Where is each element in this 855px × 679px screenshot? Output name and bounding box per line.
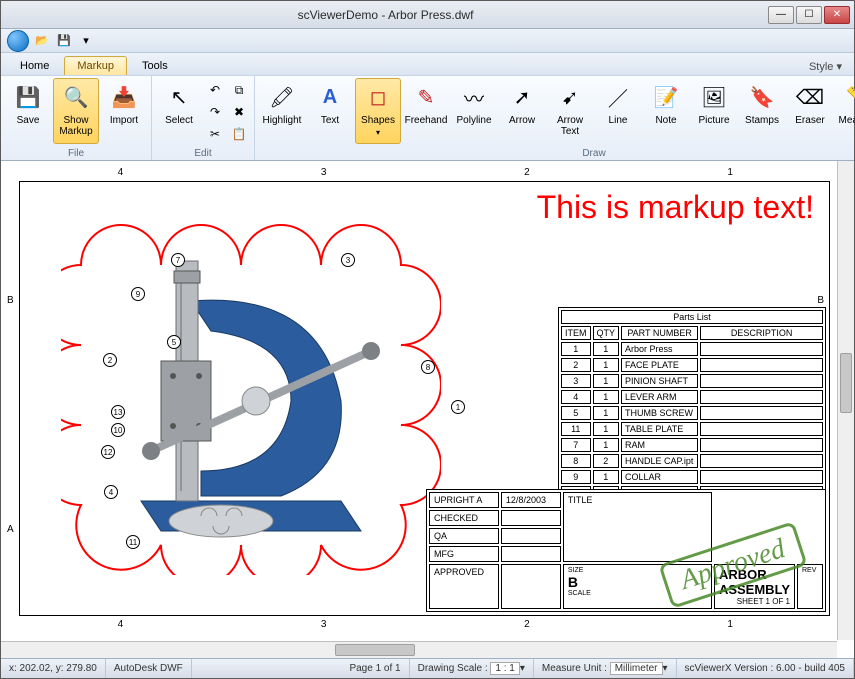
- titlebar: scViewerDemo - Arbor Press.dwf — ☐ ✕: [1, 1, 854, 29]
- shapes-icon: ◻: [362, 81, 394, 113]
- line-icon: ／: [602, 81, 634, 113]
- tab-home[interactable]: Home: [7, 56, 62, 75]
- table-row: 82HANDLE CAP.ipt: [561, 454, 823, 468]
- qat-dropdown-icon[interactable]: ▾: [77, 32, 95, 50]
- callout-2: 2: [103, 353, 117, 367]
- ribbon-tabs: Home Markup Tools Style ▾: [1, 53, 854, 75]
- polyline-icon: 〰: [458, 81, 490, 113]
- parts-col: DESCRIPTION: [700, 326, 823, 340]
- status-version: scViewerX Version : 6.00 - build 405: [677, 659, 854, 678]
- delete-button[interactable]: ✖: [228, 102, 250, 122]
- callout-8: 8: [421, 360, 435, 374]
- close-button[interactable]: ✕: [824, 6, 850, 24]
- select-button[interactable]: ↖Select: [156, 78, 202, 144]
- app-window: scViewerDemo - Arbor Press.dwf — ☐ ✕ 📂 💾…: [0, 0, 855, 679]
- highlight-icon: 🖍: [266, 81, 298, 113]
- arrow-text-icon: ➹: [554, 81, 586, 113]
- highlight-button[interactable]: 🖍Highlight: [259, 78, 305, 144]
- save-icon: 💾: [12, 81, 44, 113]
- maximize-button[interactable]: ☐: [796, 6, 822, 24]
- group-edit: ↖Select ↶ ↷ ✂ ⧉ ✖ 📋 Edit: [152, 76, 255, 160]
- arrow-icon: ➚: [506, 81, 538, 113]
- freehand-icon: ✎: [410, 81, 442, 113]
- eraser-button[interactable]: ⌫Eraser: [787, 78, 833, 144]
- table-row: 71RAM: [561, 438, 823, 452]
- drawing-canvas: 43214321BABA: [1, 161, 854, 658]
- picture-icon: 🖼: [698, 81, 730, 113]
- cut-button[interactable]: ✂: [204, 124, 226, 144]
- status-unit: Measure Unit : Millimeter ▾: [534, 659, 677, 678]
- quick-access-toolbar: 📂 💾 ▾: [1, 29, 854, 53]
- import-icon: 📥: [108, 81, 140, 113]
- group-file: 💾Save 🔍Show Markup 📥Import File: [1, 76, 152, 160]
- callout-11: 11: [126, 535, 140, 549]
- status-page: Page 1 of 1: [341, 659, 409, 678]
- style-dropdown[interactable]: Style ▾: [803, 58, 848, 75]
- status-coords: x: 202.02, y: 279.80: [1, 659, 106, 678]
- stamps-icon: 🔖: [746, 81, 778, 113]
- copy-button[interactable]: ⧉: [228, 80, 250, 100]
- table-row: 31PINION SHAFT: [561, 374, 823, 388]
- qat-open-icon[interactable]: 📂: [33, 32, 51, 50]
- show-markup-button[interactable]: 🔍Show Markup: [53, 78, 99, 144]
- line-button[interactable]: ／Line: [595, 78, 641, 144]
- import-button[interactable]: 📥Import: [101, 78, 147, 144]
- horizontal-scrollbar[interactable]: [1, 641, 837, 658]
- arrow-text-button[interactable]: ➹Arrow Text: [547, 78, 593, 144]
- markup-text: This is markup text!: [537, 189, 814, 226]
- polyline-button[interactable]: 〰Polyline: [451, 78, 497, 144]
- parts-col: QTY: [593, 326, 620, 340]
- window-title: scViewerDemo - Arbor Press.dwf: [5, 8, 766, 22]
- callout-3: 3: [341, 253, 355, 267]
- callout-9: 9: [131, 287, 145, 301]
- measure-icon: 📏: [842, 81, 855, 113]
- note-button[interactable]: 📝Note: [643, 78, 689, 144]
- arrow-button[interactable]: ➚Arrow: [499, 78, 545, 144]
- parts-col: ITEM: [561, 326, 591, 340]
- table-row: 51THUMB SCREW: [561, 406, 823, 420]
- shapes-button[interactable]: ◻Shapes▾: [355, 78, 401, 144]
- callout-13: 13: [111, 405, 125, 419]
- show-markup-icon: 🔍: [60, 81, 92, 113]
- status-scale: Drawing Scale : 1 : 1 ▾: [410, 659, 534, 678]
- table-row: 91COLLAR: [561, 470, 823, 484]
- status-format: AutoDesk DWF: [106, 659, 192, 678]
- qat-save-icon[interactable]: 💾: [55, 32, 73, 50]
- parts-col: PART NUMBER: [621, 326, 698, 340]
- undo-button[interactable]: ↶: [204, 80, 226, 100]
- save-button[interactable]: 💾Save: [5, 78, 51, 144]
- table-row: 21FACE PLATE: [561, 358, 823, 372]
- measure-button[interactable]: 📏Measure: [835, 78, 855, 144]
- select-icon: ↖: [163, 81, 195, 113]
- paste-button[interactable]: 📋: [228, 124, 250, 144]
- title-block: UPRIGHT A12/8/2003TITLECHECKEDQAMFGAPPRO…: [426, 489, 826, 612]
- callout-5: 5: [167, 335, 181, 349]
- callout-7: 7: [171, 253, 185, 267]
- vertical-scrollbar[interactable]: [837, 161, 854, 640]
- note-icon: 📝: [650, 81, 682, 113]
- callout-4: 4: [104, 485, 118, 499]
- group-draw: 🖍Highlight AText ◻Shapes▾ ✎Freehand 〰Pol…: [255, 76, 855, 160]
- callout-1: 1: [451, 400, 465, 414]
- tab-markup[interactable]: Markup: [64, 56, 127, 75]
- arbor-press-drawing: [81, 221, 401, 561]
- app-orb[interactable]: [7, 30, 29, 52]
- ribbon: 💾Save 🔍Show Markup 📥Import File ↖Select …: [1, 75, 854, 161]
- stamps-button[interactable]: 🔖Stamps: [739, 78, 785, 144]
- table-row: 11Arbor Press: [561, 342, 823, 356]
- text-button[interactable]: AText: [307, 78, 353, 144]
- text-icon: A: [314, 81, 346, 113]
- freehand-button[interactable]: ✎Freehand: [403, 78, 449, 144]
- picture-button[interactable]: 🖼Picture: [691, 78, 737, 144]
- callout-10: 10: [111, 423, 125, 437]
- redo-button[interactable]: ↷: [204, 102, 226, 122]
- table-row: 41LEVER ARM: [561, 390, 823, 404]
- status-bar: x: 202.02, y: 279.80 AutoDesk DWF Page 1…: [1, 658, 854, 678]
- eraser-icon: ⌫: [794, 81, 826, 113]
- tab-tools[interactable]: Tools: [129, 56, 181, 75]
- minimize-button[interactable]: —: [768, 6, 794, 24]
- document-area[interactable]: 43214321BABA: [1, 161, 854, 658]
- callout-12: 12: [101, 445, 115, 459]
- table-row: 111TABLE PLATE: [561, 422, 823, 436]
